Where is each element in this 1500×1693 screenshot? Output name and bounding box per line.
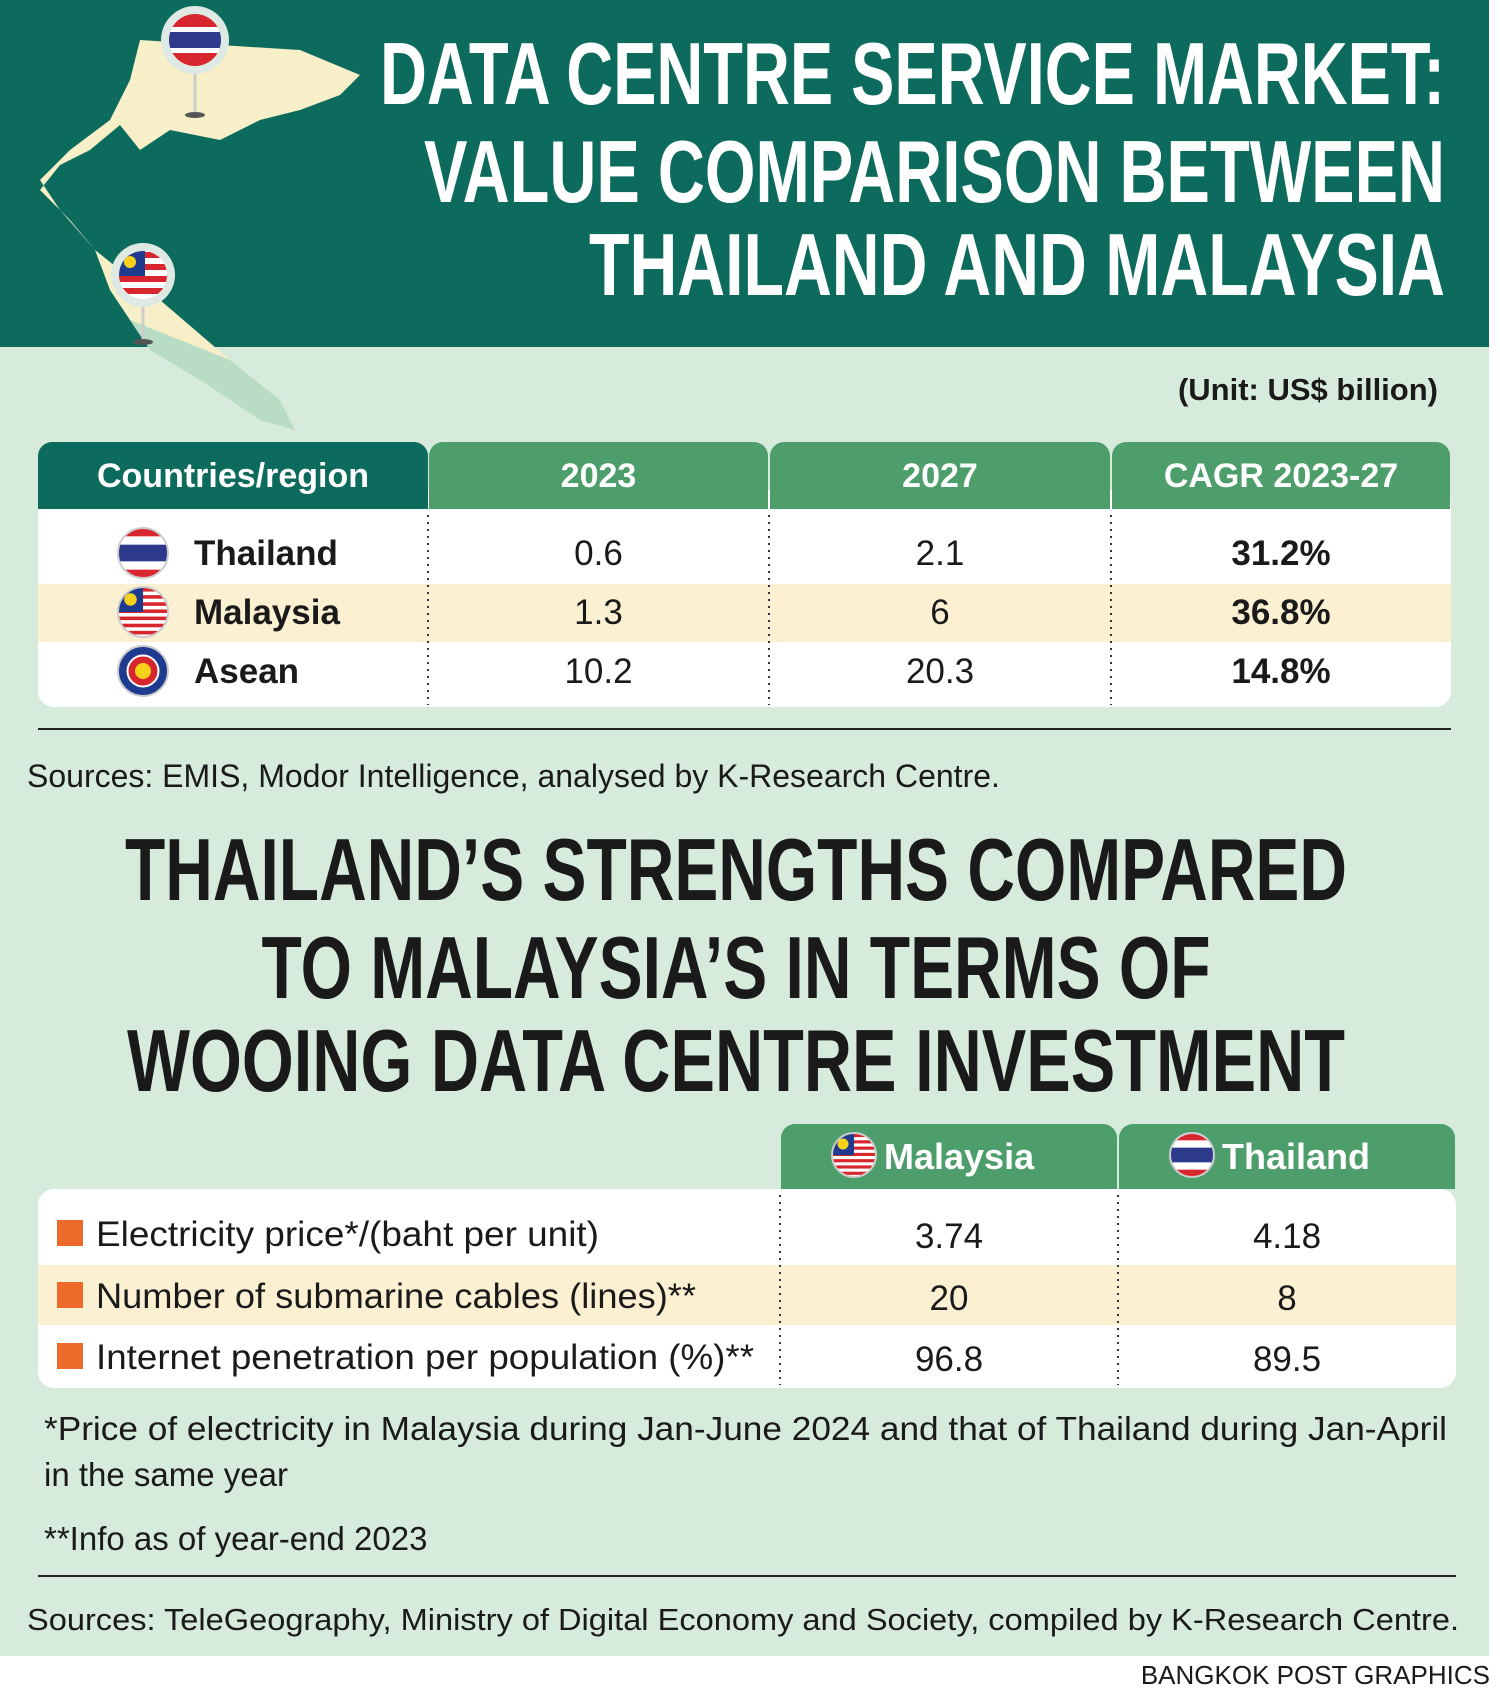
column-header: Countries/region — [97, 457, 369, 495]
cell: 4.18 — [1253, 1217, 1321, 1256]
stripe — [118, 616, 168, 621]
column-header: CAGR 2023-27 — [1164, 457, 1398, 495]
cell: 31.2% — [1231, 534, 1330, 573]
bullet — [57, 1343, 83, 1369]
cell: 0.6 — [574, 534, 623, 573]
malaysia-pin — [111, 243, 175, 345]
map-shape-south — [130, 320, 295, 430]
header-cell-fill — [1112, 476, 1450, 509]
flag-body — [832, 1133, 876, 1177]
flag-body — [1170, 1133, 1214, 1177]
flag-rim — [117, 586, 169, 638]
source-2: Sources: TeleGeography, Ministry of Digi… — [27, 1602, 1459, 1637]
bullet — [57, 1220, 83, 1246]
flag-rim — [117, 527, 169, 579]
unit-label: (Unit: US$ billion) — [1178, 372, 1438, 407]
cell: 96.8 — [915, 1340, 983, 1379]
flag-rim — [117, 645, 169, 697]
cell: 20.3 — [906, 652, 974, 691]
cell: 14.8% — [1231, 652, 1330, 691]
cell: 3.74 — [915, 1217, 983, 1256]
stripe — [832, 1171, 876, 1175]
row-label: Internet penetration per population (%)*… — [96, 1338, 754, 1377]
header-title-line: THAILAND AND MALAYSIA — [589, 215, 1445, 314]
flag-body — [118, 646, 168, 696]
column-header: 2023 — [561, 457, 637, 495]
flag-rim — [1169, 1132, 1215, 1178]
row-label: Number of submarine cables (lines)** — [96, 1277, 696, 1316]
flag-malaysia — [831, 1132, 877, 1178]
header-cell-fill — [38, 476, 428, 509]
table-2: Malaysia Thailand Electricity price*/(baht… — [38, 1124, 1456, 1388]
header-title-line: VALUE COMPARISON BETWEEN — [424, 122, 1445, 221]
thailand-pin — [161, 6, 229, 118]
footnote: **Info as of year-end 2023 — [44, 1520, 427, 1557]
row-label: Asean — [194, 652, 299, 691]
table-1: Countries/region 2023 2027 CAGR 2023-27 Thai… — [38, 442, 1451, 707]
row-label: Electricity price*/(baht per unit) — [96, 1215, 599, 1254]
stripe — [118, 630, 168, 635]
flag-malaysia — [117, 586, 169, 638]
row-label: Thailand — [194, 534, 338, 573]
header-cell-fill — [770, 476, 1110, 509]
crescent — [837, 1138, 849, 1150]
section-title-line: THAILAND’S STRENGTHS COMPARED — [125, 820, 1347, 919]
emblem — [135, 663, 151, 679]
row-highlight — [38, 584, 1451, 642]
cell: 2.1 — [916, 534, 965, 573]
stripe — [832, 1159, 876, 1163]
row-highlight — [38, 1265, 1456, 1325]
flag-rim — [831, 1132, 877, 1178]
header-title: DATA CENTRE SERVICE MARKET:VALUE COMPARI… — [380, 24, 1445, 314]
bullet — [57, 1282, 83, 1308]
section-title-line: WOOING DATA CENTRE INVESTMENT — [127, 1011, 1345, 1110]
flag-thailand — [117, 527, 169, 579]
column-header: 2027 — [902, 457, 978, 495]
flag-body — [118, 528, 168, 578]
header-cell-fill — [429, 476, 768, 509]
cell: 6 — [930, 593, 949, 632]
row-label: Malaysia — [194, 593, 340, 632]
source-1: Sources: EMIS, Modor Intelligence, analy… — [27, 758, 1000, 794]
cell: 20 — [930, 1279, 969, 1318]
column-header: Malaysia — [884, 1136, 1035, 1177]
flag-asean — [117, 645, 169, 697]
section-title-line: TO MALAYSIA’S IN TERMS OF — [262, 918, 1211, 1017]
flag-thailand — [1169, 1132, 1215, 1178]
credit: BANGKOK POST GRAPHICS — [1141, 1660, 1490, 1690]
header-title-line: DATA CENTRE SERVICE MARKET: — [380, 24, 1445, 123]
crescent — [124, 593, 137, 606]
cell: 10.2 — [564, 652, 632, 691]
stripe — [1170, 1147, 1214, 1163]
cell: 1.3 — [574, 593, 623, 632]
flag-body — [118, 587, 168, 637]
notes: *Price of electricity in Malaysia during… — [44, 1410, 1447, 1557]
column-header: Thailand — [1222, 1136, 1370, 1177]
stripe — [832, 1165, 876, 1169]
cell: 89.5 — [1253, 1340, 1321, 1379]
cell: 36.8% — [1231, 593, 1330, 632]
footnote: in the same year — [44, 1456, 288, 1493]
cell: 8 — [1277, 1279, 1296, 1318]
footnote: *Price of electricity in Malaysia during… — [44, 1410, 1447, 1447]
stripe — [118, 623, 168, 628]
stripe — [118, 544, 168, 562]
